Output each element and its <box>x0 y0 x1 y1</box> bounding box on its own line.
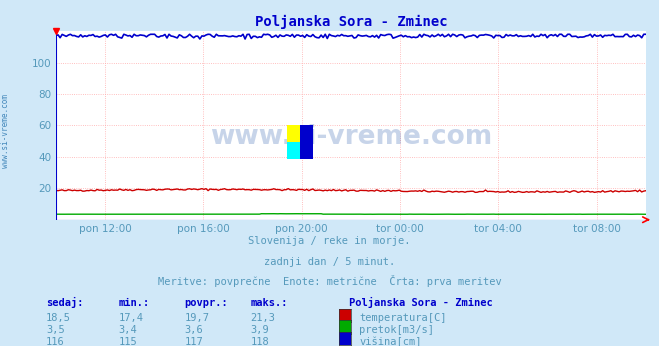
Text: min.:: min.: <box>119 298 150 308</box>
Text: sedaj:: sedaj: <box>46 297 84 308</box>
Text: pretok[m3/s]: pretok[m3/s] <box>359 325 434 335</box>
Title: Poljanska Sora - Zminec: Poljanska Sora - Zminec <box>254 15 447 29</box>
Text: 3,9: 3,9 <box>250 325 269 335</box>
Text: 117: 117 <box>185 337 203 346</box>
Text: www.si-vreme.com: www.si-vreme.com <box>1 94 10 169</box>
Text: temperatura[C]: temperatura[C] <box>359 313 447 323</box>
Text: Slovenija / reke in morje.: Slovenija / reke in morje. <box>248 236 411 246</box>
Text: www.si-vreme.com: www.si-vreme.com <box>210 124 492 150</box>
Text: 21,3: 21,3 <box>250 313 275 323</box>
Text: maks.:: maks.: <box>250 298 288 308</box>
Text: 19,7: 19,7 <box>185 313 210 323</box>
Text: Meritve: povprečne  Enote: metrične  Črta: prva meritev: Meritve: povprečne Enote: metrične Črta:… <box>158 275 501 288</box>
Text: 18,5: 18,5 <box>46 313 71 323</box>
Text: 115: 115 <box>119 337 137 346</box>
Text: 3,6: 3,6 <box>185 325 203 335</box>
Text: 3,4: 3,4 <box>119 325 137 335</box>
Bar <box>287 142 300 159</box>
Text: 17,4: 17,4 <box>119 313 144 323</box>
Bar <box>300 125 313 159</box>
Text: 3,5: 3,5 <box>46 325 65 335</box>
Text: 116: 116 <box>46 337 65 346</box>
Bar <box>287 125 300 142</box>
Text: 118: 118 <box>250 337 269 346</box>
Text: višina[cm]: višina[cm] <box>359 336 422 346</box>
Text: zadnji dan / 5 minut.: zadnji dan / 5 minut. <box>264 257 395 267</box>
Text: povpr.:: povpr.: <box>185 298 228 308</box>
Text: Poljanska Sora - Zminec: Poljanska Sora - Zminec <box>349 297 493 308</box>
